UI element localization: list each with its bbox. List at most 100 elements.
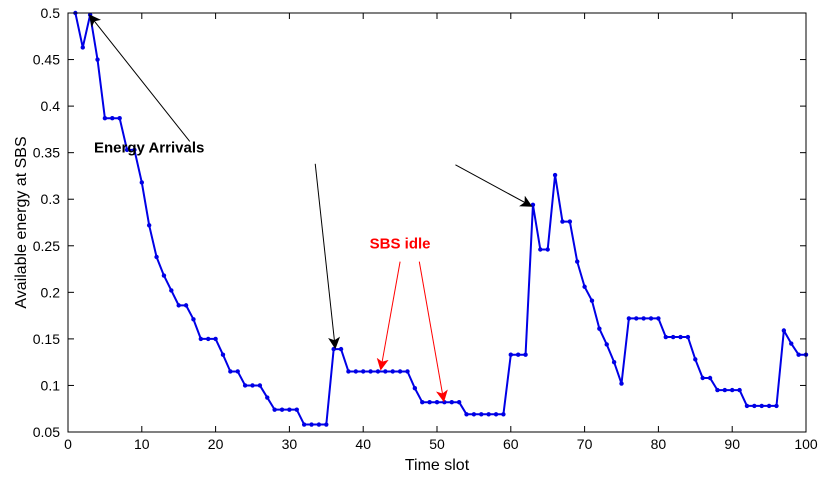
data-point bbox=[213, 336, 218, 342]
data-point bbox=[530, 202, 536, 208]
data-point bbox=[766, 403, 772, 409]
data-point bbox=[110, 116, 115, 121]
y-tick-label: 0.25 bbox=[33, 238, 60, 254]
data-point bbox=[486, 412, 491, 417]
data-point bbox=[235, 369, 240, 374]
y-tick-label: 0.3 bbox=[41, 191, 61, 207]
data-point bbox=[796, 352, 801, 357]
data-point bbox=[250, 383, 255, 388]
data-point bbox=[316, 422, 322, 427]
data-point bbox=[375, 369, 381, 374]
data-point bbox=[700, 375, 705, 381]
data-point bbox=[774, 403, 779, 409]
data-point bbox=[523, 352, 528, 357]
data-point bbox=[730, 387, 735, 393]
annotation-arrow bbox=[418, 261, 448, 403]
annotation-label: Energy Arrivals bbox=[94, 140, 204, 157]
data-point bbox=[102, 116, 108, 121]
data-point bbox=[471, 412, 477, 417]
x-axis-title: Time slot bbox=[405, 457, 470, 474]
data-point bbox=[361, 369, 366, 374]
data-point bbox=[80, 45, 85, 50]
data-point bbox=[405, 369, 410, 374]
data-point bbox=[132, 147, 137, 153]
data-point bbox=[242, 383, 248, 388]
x-tick-label: 10 bbox=[134, 436, 150, 452]
x-tick-label: 100 bbox=[794, 436, 818, 452]
data-point bbox=[324, 422, 329, 427]
data-point bbox=[781, 328, 787, 333]
data-point bbox=[722, 387, 728, 393]
data-point bbox=[449, 400, 454, 405]
data-point bbox=[759, 403, 764, 409]
data-point bbox=[434, 400, 440, 405]
data-point bbox=[206, 336, 211, 342]
x-tick-label: 50 bbox=[429, 436, 445, 452]
data-point bbox=[390, 369, 395, 374]
x-tick-label: 30 bbox=[282, 436, 298, 452]
data-point bbox=[279, 407, 285, 412]
data-point bbox=[353, 369, 359, 374]
data-point bbox=[346, 369, 351, 374]
data-point bbox=[648, 316, 654, 321]
data-point bbox=[161, 273, 167, 278]
data-point bbox=[515, 352, 521, 357]
data-point bbox=[420, 400, 425, 405]
data-point bbox=[338, 346, 344, 352]
data-point bbox=[442, 400, 447, 405]
y-tick-label: 0.4 bbox=[41, 98, 61, 114]
data-point bbox=[228, 369, 233, 374]
x-tick-label: 70 bbox=[577, 436, 593, 452]
x-tick-label: 80 bbox=[651, 436, 667, 452]
annotation-arrow bbox=[455, 164, 533, 207]
data-point bbox=[309, 422, 314, 427]
data-point bbox=[272, 407, 277, 412]
data-point bbox=[154, 254, 159, 260]
data-point bbox=[493, 412, 499, 417]
data-point bbox=[670, 334, 676, 340]
data-point bbox=[611, 359, 617, 365]
x-tick-label: 40 bbox=[355, 436, 371, 452]
data-point bbox=[139, 180, 144, 185]
data-point bbox=[427, 400, 432, 405]
y-axis: 0.05 0.1 0.15 0.2 0.25 0.3 0.35 0.4 0.45 0.5 bbox=[33, 5, 806, 440]
data-point bbox=[220, 352, 226, 357]
data-point bbox=[715, 387, 720, 393]
y-tick-label: 0.15 bbox=[33, 331, 60, 347]
data-point bbox=[117, 116, 122, 121]
data-point bbox=[752, 403, 757, 409]
data-point bbox=[383, 369, 388, 374]
annotation-layer: Energy Arrivals SBS idle bbox=[88, 14, 533, 403]
data-point bbox=[693, 357, 698, 362]
data-point bbox=[294, 407, 299, 412]
data-point bbox=[538, 247, 543, 252]
data-point bbox=[641, 316, 646, 321]
y-tick-label: 0.5 bbox=[41, 5, 61, 21]
data-point bbox=[656, 316, 661, 321]
data-point bbox=[169, 288, 174, 293]
y-tick-label: 0.2 bbox=[41, 284, 61, 300]
data-point bbox=[678, 334, 683, 340]
annotation-label: SBS idle bbox=[370, 236, 431, 253]
data-point bbox=[744, 403, 750, 409]
data-point bbox=[545, 247, 550, 252]
data-point bbox=[685, 334, 691, 340]
data-point bbox=[265, 395, 270, 400]
data-point bbox=[124, 147, 130, 153]
data-point bbox=[191, 317, 196, 322]
data-point bbox=[619, 381, 624, 386]
data-point bbox=[634, 316, 639, 321]
data-point bbox=[552, 172, 558, 178]
data-point bbox=[589, 298, 595, 303]
data-point bbox=[597, 326, 602, 331]
x-tick-label: 60 bbox=[503, 436, 519, 452]
annotation-arrow bbox=[314, 163, 341, 350]
data-point bbox=[582, 284, 587, 289]
data-point bbox=[560, 219, 565, 224]
data-point bbox=[287, 407, 292, 412]
x-tick-label: 20 bbox=[208, 436, 224, 452]
plot-frame bbox=[67, 12, 807, 433]
annotation-arrow bbox=[88, 14, 191, 142]
